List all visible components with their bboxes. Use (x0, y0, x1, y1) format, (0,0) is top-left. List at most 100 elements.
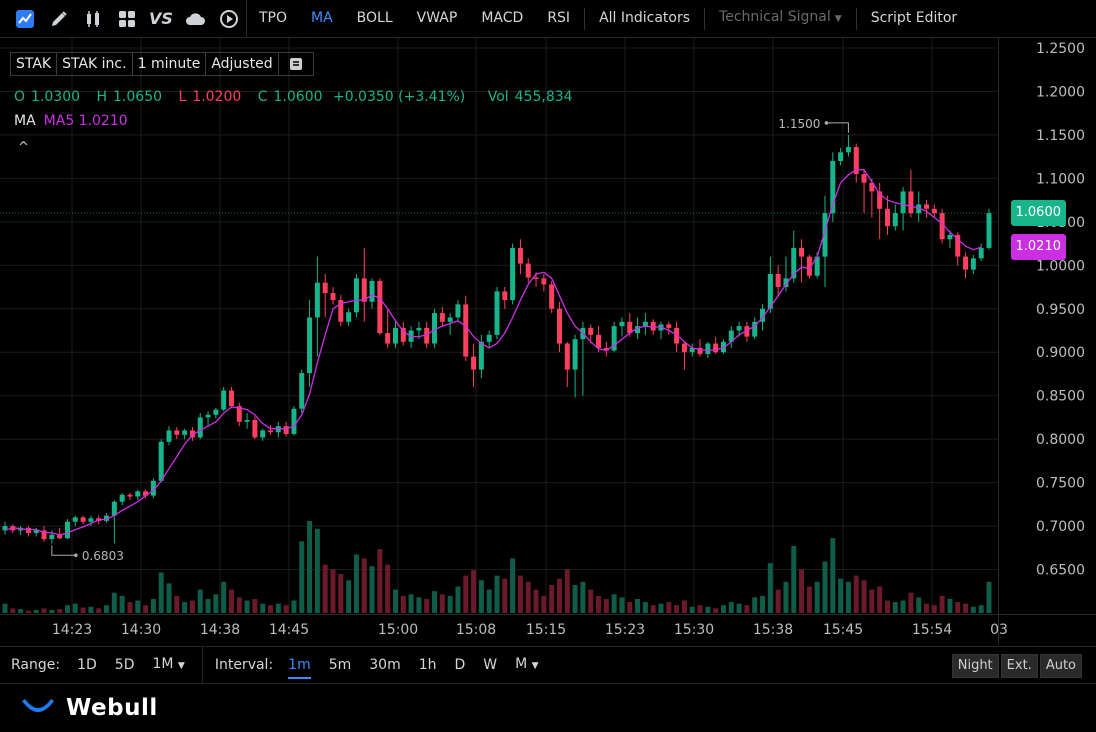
night-button[interactable]: Night (951, 654, 999, 678)
volume-bar (822, 561, 828, 613)
candle-body (150, 480, 156, 496)
tab-tpo[interactable]: TPO (259, 10, 288, 26)
range-5d[interactable]: 5D (114, 657, 135, 673)
volume-bar (838, 578, 844, 613)
candle (221, 387, 227, 412)
volume-bar (541, 595, 547, 613)
candle-body (64, 521, 70, 539)
candle (455, 300, 461, 322)
toolbar-divider (855, 7, 857, 30)
replay-icon[interactable] (212, 0, 246, 37)
x-tick-label: 14:45 (269, 622, 309, 638)
candle-body (353, 278, 359, 313)
ma-label[interactable]: MA (14, 113, 36, 129)
divider (201, 647, 203, 683)
range-1d[interactable]: 1D (77, 657, 97, 673)
candle (353, 274, 359, 318)
x-tick-label: 15:15 (526, 622, 566, 638)
volume-bar (221, 581, 227, 613)
toolbar-divider (584, 7, 586, 30)
interval-label[interactable]: 1 minute (133, 53, 207, 75)
candle (572, 334, 578, 398)
tab-vwap[interactable]: VWAP (416, 10, 458, 26)
candle-body (400, 327, 406, 342)
tab-macd[interactable]: MACD (481, 10, 524, 26)
candle (377, 278, 383, 335)
x-tick-label: 15:23 (605, 622, 645, 638)
adjusted-label[interactable]: Adjusted (206, 53, 279, 75)
candle (150, 478, 156, 499)
y-tick-label: 1.2500 (1036, 41, 1085, 57)
auto-button[interactable]: Auto (1039, 654, 1082, 678)
candle (252, 416, 258, 440)
candle (197, 413, 203, 440)
grid-icon[interactable] (110, 0, 144, 37)
price-chart[interactable]: 1.25001.20001.15001.10001.05001.00000.95… (0, 38, 1096, 645)
candle-body (135, 491, 141, 497)
interval-label: Interval: (214, 657, 274, 673)
tool-icons-group: VS (0, 0, 247, 37)
volume-bar (268, 605, 274, 613)
candles-icon[interactable] (76, 0, 110, 37)
ma5-value: MA5 1.0210 (43, 113, 128, 129)
candle-body (736, 326, 742, 331)
volume-bar (970, 606, 976, 613)
candle-body (244, 420, 250, 422)
interval-w[interactable]: W (483, 657, 498, 673)
interval-m-dropdown[interactable]: M ▼ (515, 656, 539, 672)
candle-body (619, 321, 625, 327)
footer: Webull (0, 684, 1096, 732)
range-label: Range: (11, 657, 61, 673)
volume-bar (330, 569, 336, 613)
candle (236, 402, 242, 427)
tab-rsi[interactable]: RSI (547, 10, 571, 26)
candle-body (252, 420, 258, 438)
volume-bar (720, 605, 726, 613)
x-tick-label: 14:30 (121, 622, 161, 638)
candle (463, 295, 469, 361)
candle (603, 341, 609, 357)
volume-bar (174, 595, 180, 613)
y-tick-label: 1.0000 (1036, 258, 1085, 274)
interval-30m[interactable]: 30m (369, 657, 401, 673)
volume-bar (119, 595, 125, 613)
change-value: +0.0350 (+3.41%) (332, 89, 466, 105)
pencil-icon[interactable] (42, 0, 76, 37)
ext-button[interactable]: Ext. (1000, 654, 1038, 678)
x-tick-label: 15:45 (823, 622, 863, 638)
candle-body (861, 174, 867, 183)
collapse-caret-icon[interactable]: ^ (18, 140, 29, 155)
interval-d[interactable]: D (454, 657, 466, 673)
tab-ma[interactable]: MA (311, 10, 333, 26)
candle-body (127, 494, 133, 497)
volume-bar (728, 602, 734, 613)
candle-body (588, 327, 594, 335)
candle (369, 278, 375, 309)
volume-bar (369, 566, 375, 613)
interval-1m[interactable]: 1m (279, 647, 320, 683)
technical-signal-dropdown[interactable]: Technical Signal ▼ (707, 0, 854, 38)
candle-body (900, 191, 906, 214)
range-1m-dropdown[interactable]: 1M ▼ (152, 656, 185, 672)
y-tick-label: 1.1500 (1036, 128, 1085, 144)
interval-1h[interactable]: 1h (418, 657, 437, 673)
low-marker-line (51, 545, 76, 556)
volume-bar (10, 608, 16, 613)
chart-icon[interactable] (8, 0, 42, 37)
interval-5m[interactable]: 5m (328, 657, 352, 673)
all-indicators-button[interactable]: All Indicators (599, 10, 691, 26)
candle-body (49, 534, 55, 540)
candle-body (119, 494, 125, 502)
script-editor-button[interactable]: Script Editor (870, 10, 958, 26)
volume-bar (25, 610, 31, 613)
volume-bar (244, 600, 250, 613)
cloud-icon[interactable] (178, 0, 212, 37)
candle (314, 256, 320, 357)
candle (25, 526, 31, 537)
ticker[interactable]: STAK (11, 53, 58, 75)
candle-body (556, 308, 562, 344)
volume-bar (845, 581, 851, 613)
tab-boll[interactable]: BOLL (356, 10, 393, 26)
menu-icon[interactable] (279, 57, 313, 71)
vs-icon[interactable]: VS (144, 0, 178, 37)
